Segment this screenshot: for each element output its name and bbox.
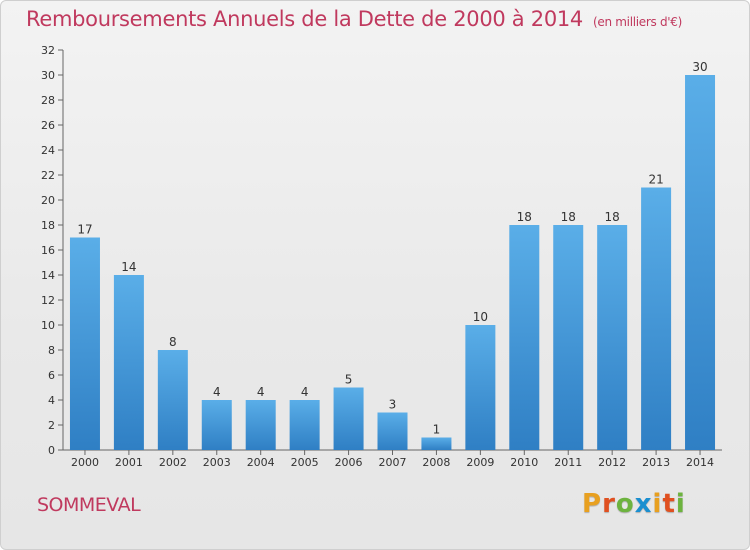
y-tick-label: 30 (41, 69, 55, 82)
x-tick-label: 2011 (554, 456, 582, 469)
logo-letter: r (602, 489, 616, 519)
bar (289, 400, 320, 450)
bar (465, 325, 496, 450)
bar (509, 225, 540, 450)
y-tick-label: 6 (48, 369, 55, 382)
x-tick-label: 2003 (203, 456, 231, 469)
data-label: 4 (301, 385, 309, 399)
y-tick-label: 0 (48, 444, 55, 457)
y-tick-label: 14 (41, 269, 55, 282)
logo-letter: i (675, 489, 686, 519)
bar (553, 225, 584, 450)
data-label: 18 (605, 210, 620, 224)
data-label: 21 (648, 173, 663, 187)
logo-letter: P (582, 489, 603, 519)
y-tick-label: 8 (48, 344, 55, 357)
x-tick-label: 2013 (642, 456, 670, 469)
y-tick-label: 24 (41, 144, 55, 157)
bar (201, 400, 232, 450)
chart-subtitle: (en milliers d'€) (593, 15, 683, 29)
y-tick-label: 20 (41, 194, 55, 207)
y-tick-label: 12 (41, 294, 55, 307)
x-tick-label: 2004 (247, 456, 275, 469)
data-label: 5 (345, 373, 353, 387)
y-tick-label: 28 (41, 94, 55, 107)
data-label: 8 (169, 335, 177, 349)
logo-letter: x (634, 489, 653, 519)
data-label: 1 (433, 423, 441, 437)
proxiti-logo: Proxiti (582, 489, 686, 519)
data-label: 30 (692, 60, 707, 74)
x-tick-label: 2006 (335, 456, 363, 469)
data-label: 10 (473, 310, 488, 324)
bar (69, 237, 100, 450)
x-tick-label: 2008 (422, 456, 450, 469)
logo-letter: i (652, 489, 663, 519)
bar (113, 275, 144, 450)
y-tick-label: 32 (41, 44, 55, 57)
x-tick-label: 2000 (71, 456, 99, 469)
logo-letter: o (615, 489, 635, 519)
bar (157, 350, 188, 450)
commune-name: SOMMEVAL (37, 494, 141, 516)
x-tick-label: 2010 (510, 456, 538, 469)
y-tick-label: 2 (48, 419, 55, 432)
data-label: 14 (121, 260, 136, 274)
bar (685, 75, 716, 450)
data-label: 4 (213, 385, 221, 399)
data-label: 4 (257, 385, 265, 399)
x-tick-label: 2007 (379, 456, 407, 469)
bar (377, 412, 408, 450)
y-tick-label: 10 (41, 319, 55, 332)
x-tick-label: 2005 (291, 456, 319, 469)
bar (421, 437, 452, 450)
y-tick-label: 18 (41, 219, 55, 232)
x-tick-label: 2014 (686, 456, 714, 469)
bar (333, 387, 364, 450)
x-tick-label: 2012 (598, 456, 626, 469)
bar (641, 187, 672, 450)
data-label: 18 (561, 210, 576, 224)
x-tick-label: 2001 (115, 456, 143, 469)
bar (597, 225, 628, 450)
y-tick-label: 26 (41, 119, 55, 132)
y-tick-label: 16 (41, 244, 55, 257)
data-label: 18 (517, 210, 532, 224)
chart-title-text: Remboursements Annuels de la Dette de 20… (26, 7, 583, 31)
data-label: 3 (389, 398, 397, 412)
x-tick-label: 2009 (466, 456, 494, 469)
logo-letter: t (662, 489, 676, 519)
data-label: 17 (77, 223, 92, 237)
y-tick-label: 22 (41, 169, 55, 182)
chart-title: Remboursements Annuels de la Dette de 20… (26, 7, 682, 31)
y-tick-label: 4 (48, 394, 55, 407)
bar (245, 400, 276, 450)
x-tick-label: 2002 (159, 456, 187, 469)
